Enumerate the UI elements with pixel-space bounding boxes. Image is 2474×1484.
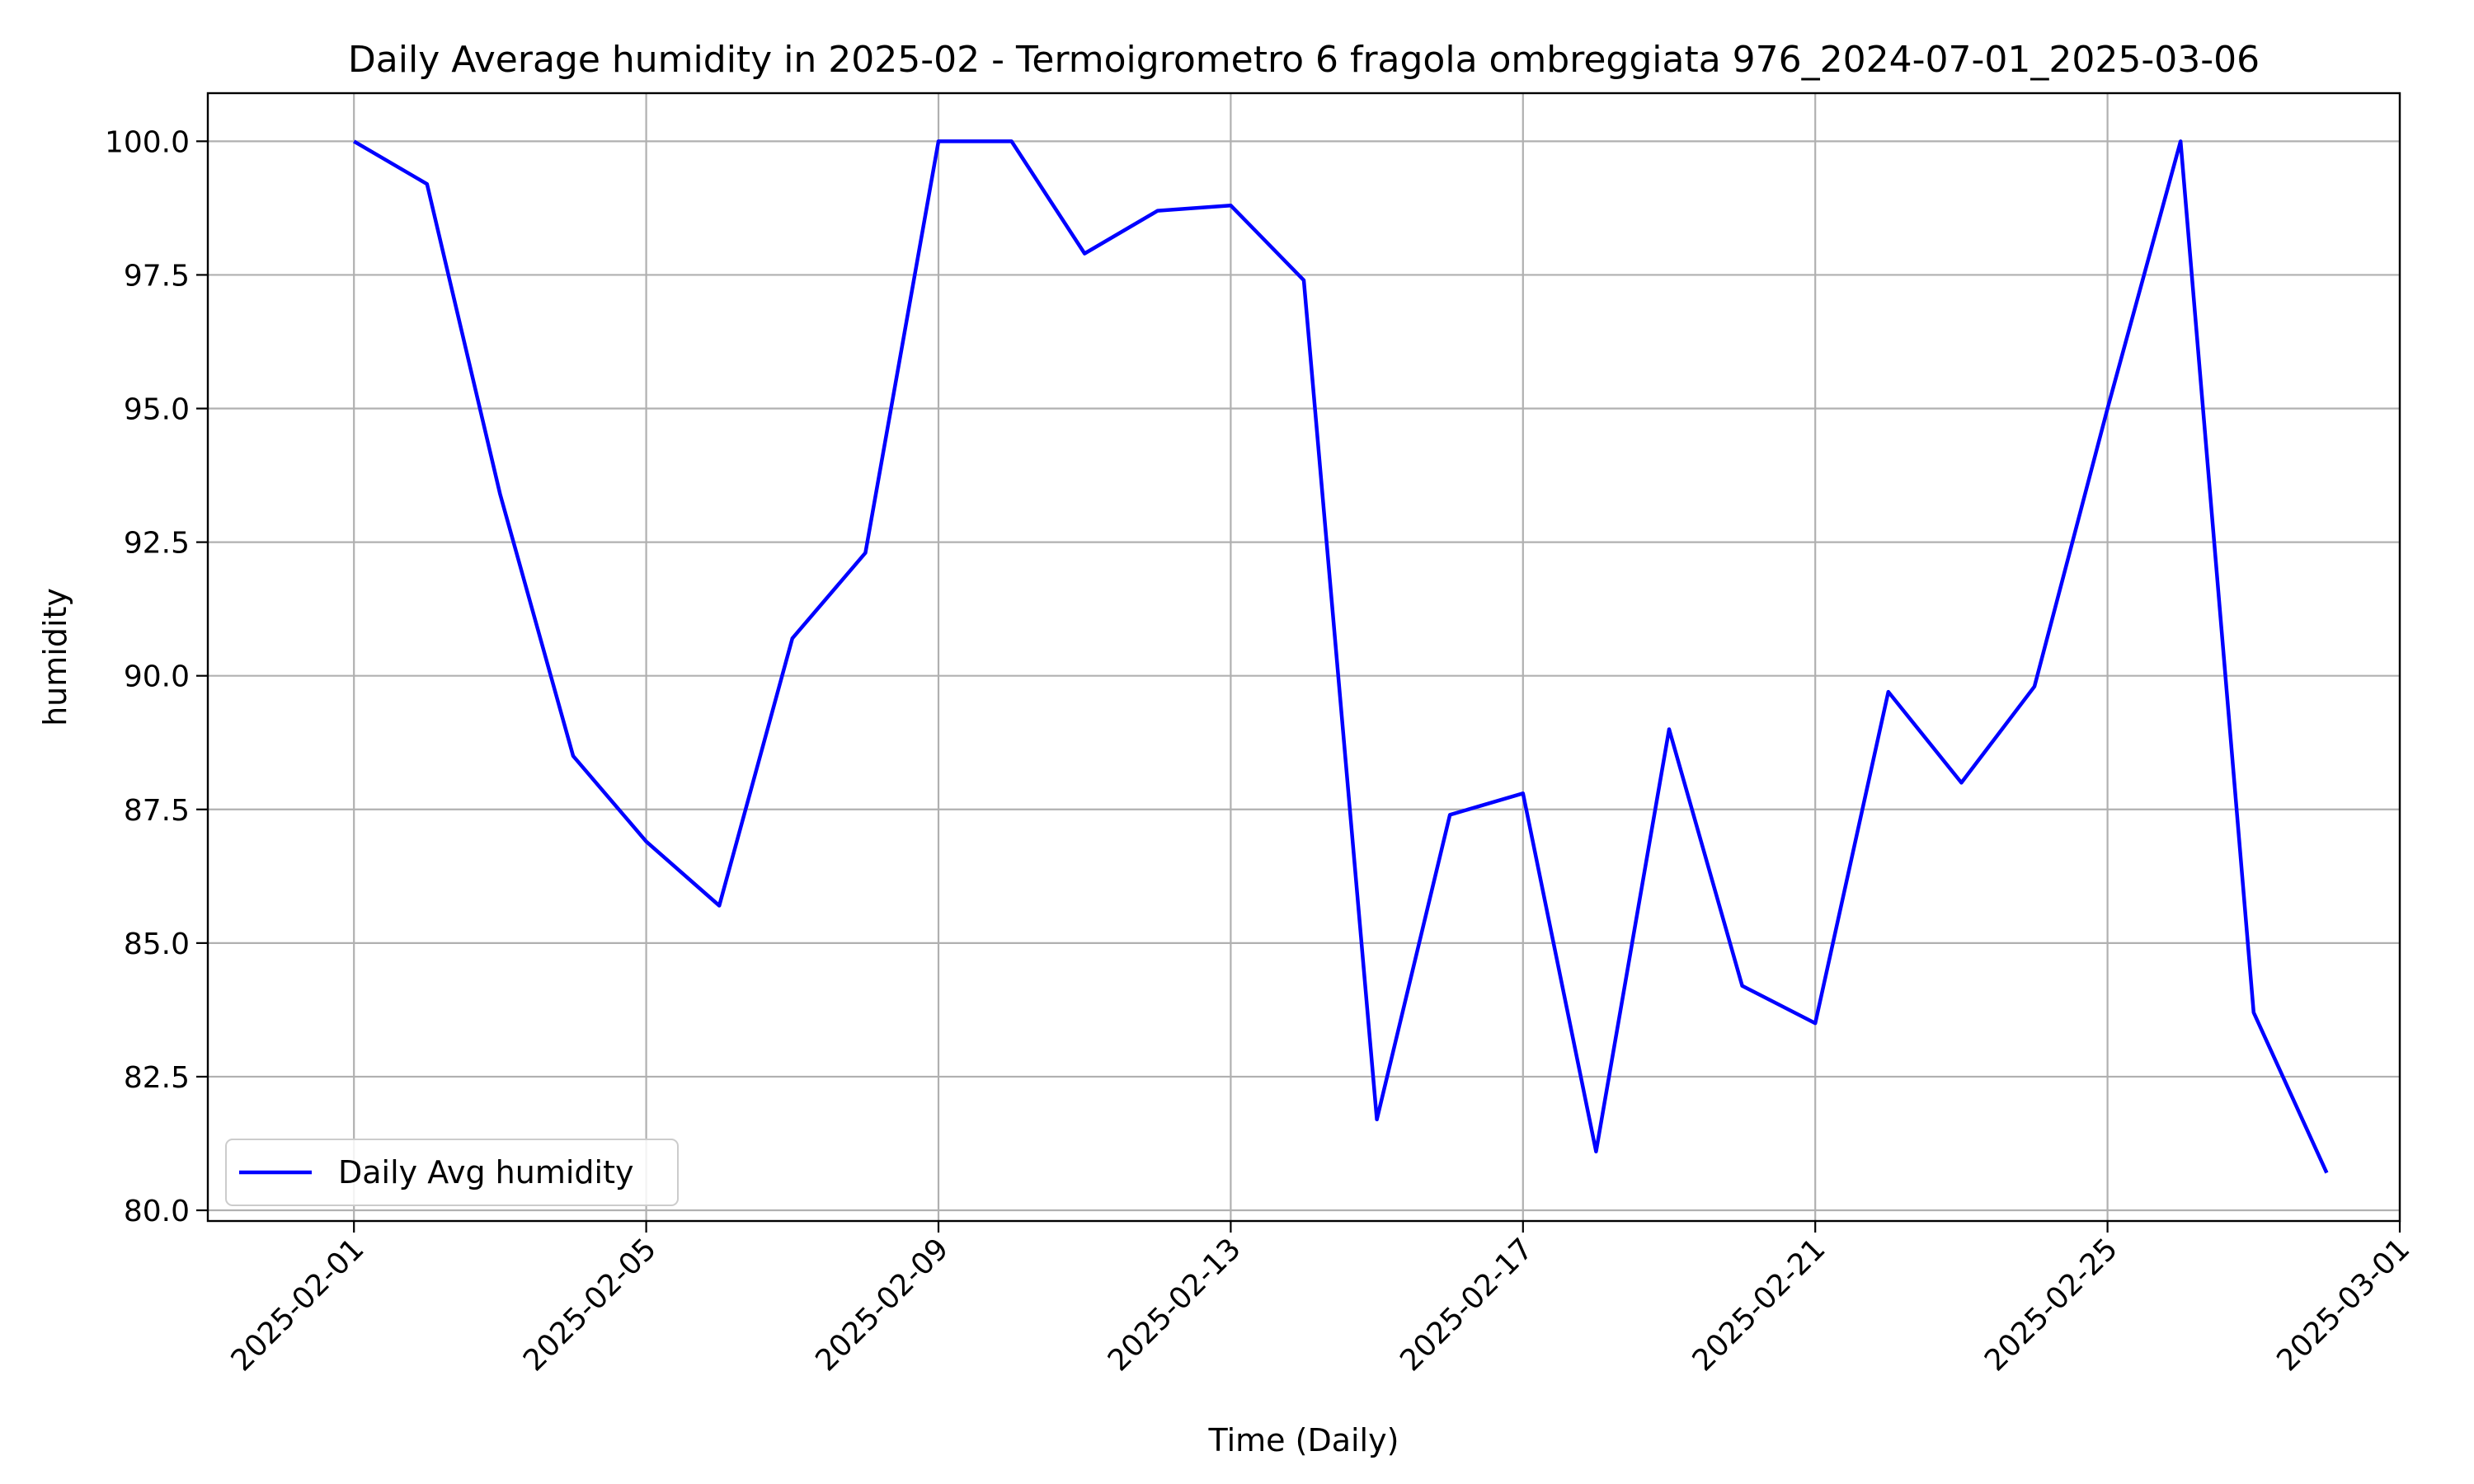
series-layer [353, 139, 2329, 1174]
x-tick-label: 2025-02-01 [225, 1232, 371, 1378]
y-axis: 80.0 82.5 85.0 87.5 90.0 92.5 95.0 97.5 100.0 [105, 125, 208, 1228]
y-tick-label: 80.0 [124, 1195, 190, 1228]
grid [208, 93, 2401, 1221]
legend: Daily Avg humidity [225, 1139, 679, 1206]
x-tick-label: 2025-02-05 [517, 1232, 663, 1378]
x-tick-label: 2025-02-21 [1686, 1232, 1832, 1378]
y-tick-label: 90.0 [124, 660, 190, 694]
y-tick-label: 92.5 [124, 527, 190, 561]
series-line [353, 139, 2329, 1174]
y-tick-label: 97.5 [124, 259, 190, 293]
y-tick-label: 85.0 [124, 928, 190, 961]
x-tick-label: 2025-02-13 [1102, 1232, 1248, 1378]
legend-entry-label: Daily Avg humidity [338, 1154, 634, 1190]
x-tick-label: 2025-02-09 [809, 1232, 955, 1378]
y-tick-label: 100.0 [105, 125, 190, 159]
y-tick-label: 95.0 [124, 393, 190, 427]
x-tick-label: 2025-02-25 [1978, 1232, 2124, 1378]
x-axis-label: Time (Daily) [1208, 1422, 1399, 1458]
y-tick-label: 82.5 [124, 1061, 190, 1095]
y-axis-label: humidity [37, 588, 73, 726]
legend-box [225, 1139, 679, 1206]
x-tick-label: 2025-02-17 [1394, 1232, 1540, 1378]
plot-frame [206, 92, 2401, 1223]
x-tick-label: 2025-03-01 [2270, 1232, 2416, 1378]
y-tick-label: 87.5 [124, 794, 190, 828]
x-axis: 2025-02-01 2025-02-05 2025-02-09 2025-02-13… [225, 1221, 2416, 1378]
chart-title: Daily Average humidity in 2025-02 - Term… [348, 39, 2260, 81]
